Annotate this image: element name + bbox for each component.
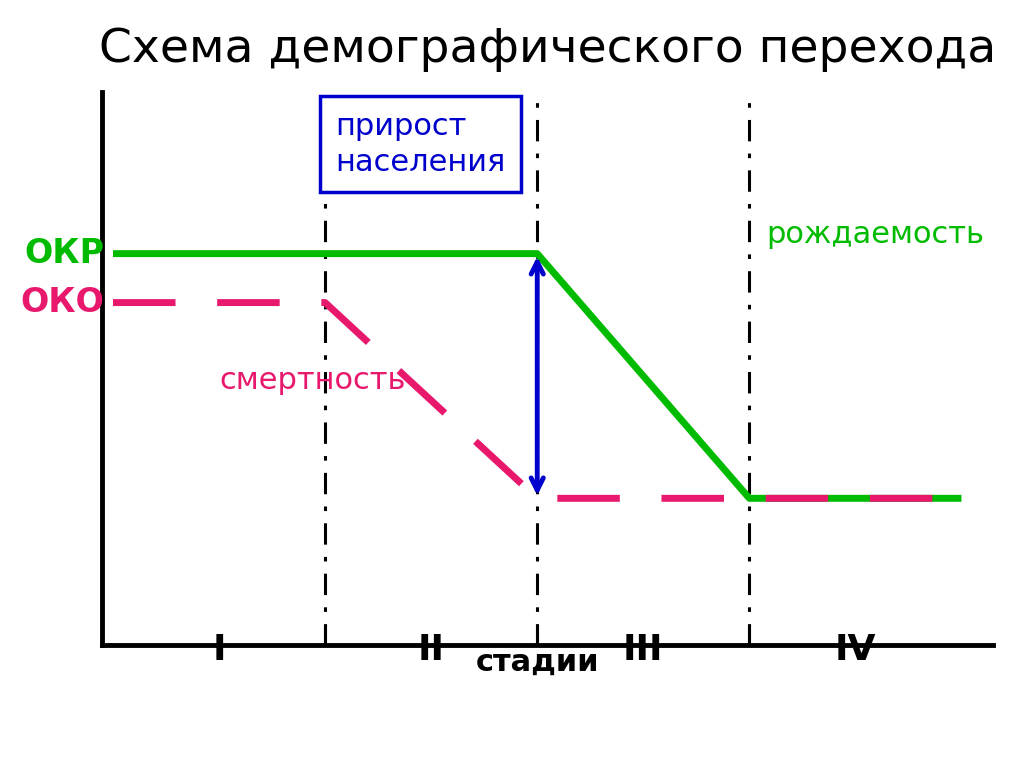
Text: ОКР: ОКР bbox=[25, 237, 104, 270]
Text: рождаемость: рождаемость bbox=[766, 220, 984, 249]
Text: ОКО: ОКО bbox=[20, 286, 104, 319]
Title: Схема демографического перехода: Схема демографического перехода bbox=[99, 27, 996, 71]
Text: II: II bbox=[418, 633, 444, 667]
Text: I: I bbox=[212, 633, 226, 667]
Text: прирост
населения: прирост населения bbox=[336, 111, 506, 177]
Text: III: III bbox=[623, 633, 664, 667]
Text: смертность: смертность bbox=[219, 366, 406, 396]
Text: IV: IV bbox=[835, 633, 877, 667]
Text: стадии: стадии bbox=[475, 647, 599, 677]
